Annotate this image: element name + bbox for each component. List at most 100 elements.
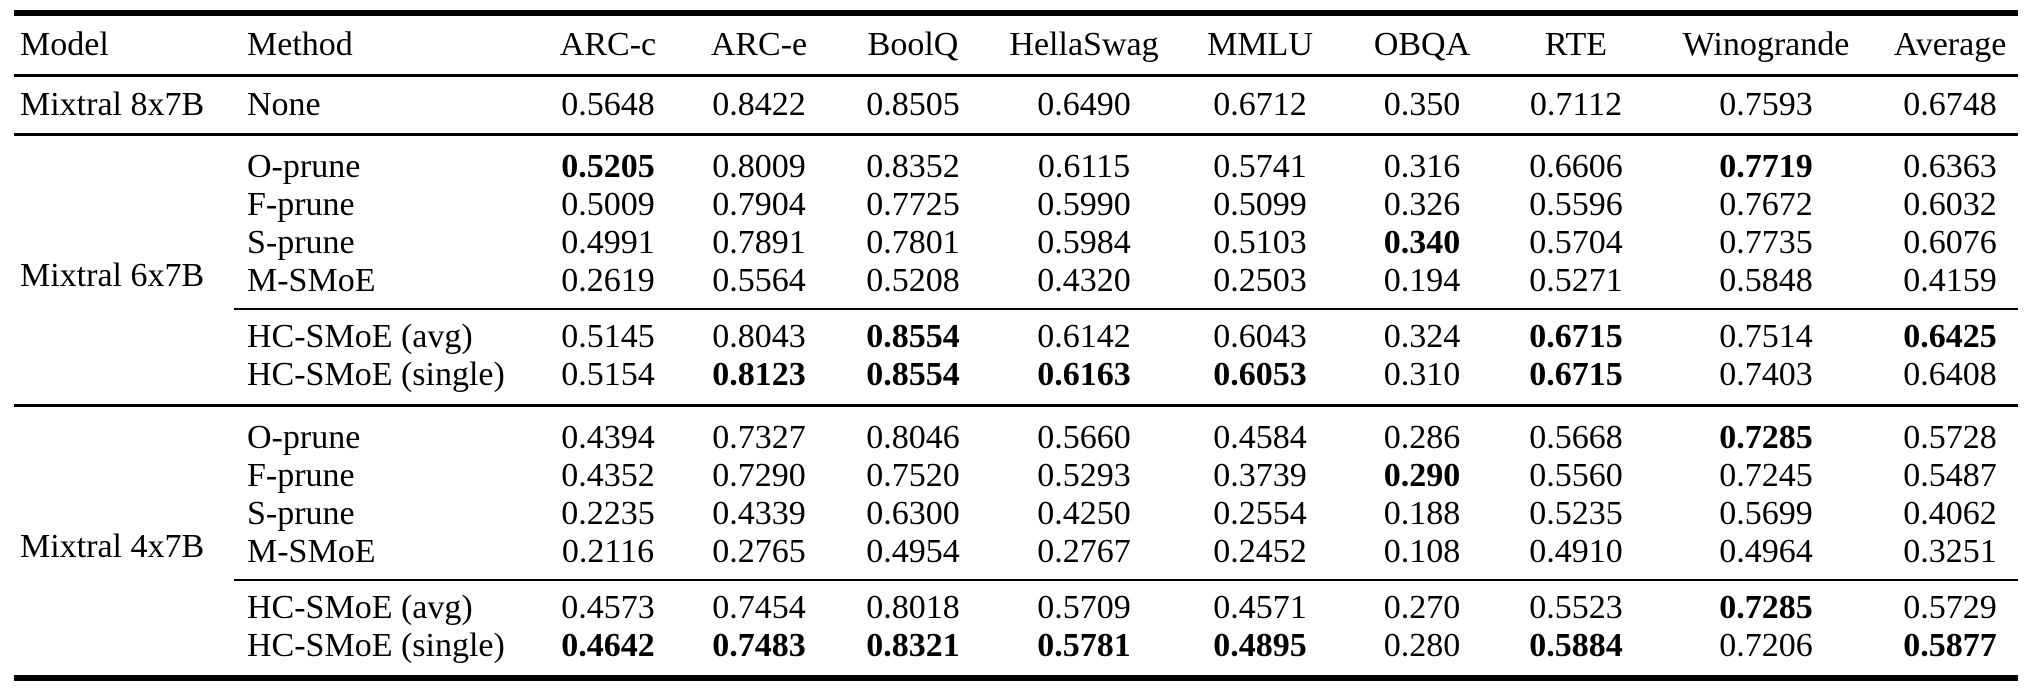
value-cell: 0.286 [1383,419,1461,456]
value-cell: 0.5660 [1037,419,1131,456]
value-cell: 0.5293 [1037,457,1131,494]
value-cell: 0.8554 [836,308,990,356]
value-cell: 0.4954 [866,533,960,570]
value-cell: 0.2452 [1213,533,1307,570]
value-cell: 0.5154 [534,356,682,407]
value-cell: 0.7719 [1719,148,1813,185]
value-cell: 0.4895 [1178,627,1342,681]
value-cell: 0.350 [1342,75,1502,136]
col-header-mmlu: MMLU [1178,10,1342,77]
results-table: Model Method ARC-c ARC-e BoolQ HellaSwag… [14,10,2018,681]
value-cell: 0.6032 [1903,186,1997,223]
value-cell: 0.5103 [1213,224,1307,261]
value-cell: 0.7112 [1502,75,1650,136]
model-cell-mixtral-8x7b: Mixtral 8x7B [14,75,234,136]
value-cell: 0.3739 [1213,457,1307,494]
value-cell: 0.2554 [1213,495,1307,532]
table-row-4x7b-f-prune: F-prune 0.4352 0.7290 0.7520 0.5293 0.37… [14,457,2018,495]
value-cell: 0.5877 [1882,627,2018,681]
value-cell: 0.5741 [1213,148,1307,185]
value-cell: 0.340 [1383,224,1461,261]
value-cell: 0.5648 [534,75,682,136]
value-cell: 0.5884 [1502,627,1650,681]
value-cell: 0.6115 [1037,148,1131,185]
method-cell: O-prune [247,148,361,185]
value-cell: 0.4339 [712,495,806,532]
method-cell: O-prune [247,419,361,456]
table-row-6x7b-hc-smoe-avg: HC-SMoE (avg) 0.5145 0.8043 0.8554 0.614… [14,308,2018,356]
value-cell: 0.6076 [1903,224,1997,261]
value-cell: 0.7593 [1650,75,1882,136]
value-cell: 0.5781 [990,627,1178,681]
value-cell: 0.4159 [1903,262,1997,299]
value-cell: 0.8123 [682,356,836,407]
value-cell: 0.6712 [1178,75,1342,136]
value-cell: 0.4642 [534,627,682,681]
table-row-4x7b-hc-smoe-avg: HC-SMoE (avg) 0.4573 0.7454 0.8018 0.570… [14,579,2018,627]
method-cell: S-prune [247,224,355,261]
value-cell: 0.6053 [1178,356,1342,407]
method-cell: HC-SMoE (single) [234,356,534,407]
value-cell: 0.2767 [1037,533,1131,570]
value-cell: 0.5704 [1529,224,1623,261]
value-cell: 0.316 [1383,148,1461,185]
method-cell: HC-SMoE (avg) [234,579,534,627]
method-cell: HC-SMoE (avg) [234,308,534,356]
value-cell: 0.7403 [1650,356,1882,407]
value-cell: 0.8046 [866,419,960,456]
value-cell: 0.7245 [1719,457,1813,494]
col-header-hellaswag: HellaSwag [990,10,1178,77]
value-cell: 0.5990 [1037,186,1131,223]
value-cell: 0.324 [1342,308,1502,356]
value-cell: 0.4394 [561,419,655,456]
value-cell: 0.8352 [866,148,960,185]
table-row-8x7b-none: Mixtral 8x7B None 0.5648 0.8422 0.8505 0… [14,75,2018,136]
value-cell: 0.4250 [1037,495,1131,532]
value-cell: 0.2116 [561,533,655,570]
value-cell: 0.8321 [836,627,990,681]
table-row-4x7b-m-smoe: M-SMoE 0.2116 0.2765 0.4954 0.2767 0.245… [14,533,2018,580]
method-cell: M-SMoE [247,262,376,299]
value-cell: 0.4584 [1213,419,1307,456]
value-cell: 0.6606 [1529,148,1623,185]
value-cell: 0.3251 [1903,533,1997,570]
value-cell: 0.2619 [561,262,655,299]
value-cell: 0.4910 [1529,533,1623,570]
method-cell: None [234,75,534,136]
value-cell: 0.5564 [712,262,806,299]
value-cell: 0.6300 [866,495,960,532]
model-cell-mixtral-6x7b: Mixtral 6x7B [14,134,234,407]
table-row-6x7b-f-prune: F-prune 0.5009 0.7904 0.7725 0.5990 0.50… [14,186,2018,224]
value-cell: 0.4964 [1719,533,1813,570]
method-cell: F-prune [247,457,355,494]
value-cell: 0.5728 [1903,419,1997,456]
value-cell: 0.7735 [1719,224,1813,261]
value-cell: 0.7290 [712,457,806,494]
value-cell: 0.5009 [561,186,655,223]
value-cell: 0.5699 [1719,495,1813,532]
value-cell: 0.6142 [990,308,1178,356]
value-cell: 0.8018 [836,579,990,627]
value-cell: 0.310 [1342,356,1502,407]
value-cell: 0.6715 [1502,308,1650,356]
col-header-winogrande: Winogrande [1650,10,1882,77]
value-cell: 0.7801 [866,224,960,261]
method-cell: F-prune [247,186,355,223]
value-cell: 0.7672 [1719,186,1813,223]
value-cell: 0.5848 [1719,262,1813,299]
value-cell: 0.4573 [534,579,682,627]
value-cell: 0.4320 [1037,262,1131,299]
value-cell: 0.6715 [1502,356,1650,407]
value-cell: 0.326 [1383,186,1461,223]
value-cell: 0.5709 [990,579,1178,627]
value-cell: 0.5145 [534,308,682,356]
col-header-arc-e: ARC-e [682,10,836,77]
value-cell: 0.5099 [1213,186,1307,223]
value-cell: 0.5208 [866,262,960,299]
value-cell: 0.5271 [1529,262,1623,299]
value-cell: 0.8422 [682,75,836,136]
value-cell: 0.7206 [1650,627,1882,681]
value-cell: 0.290 [1383,457,1461,494]
value-cell: 0.5205 [561,148,655,185]
